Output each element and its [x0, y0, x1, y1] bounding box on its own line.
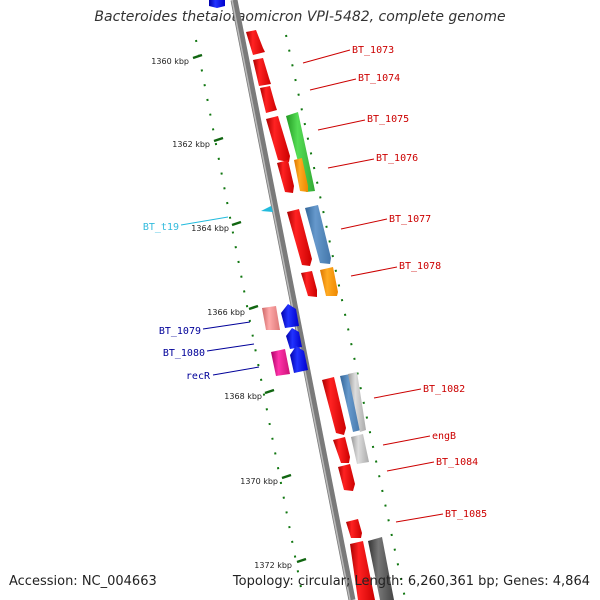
gene-arrow-bt1084[interactable] — [338, 464, 355, 491]
gene-arrow-bt1074[interactable] — [253, 58, 271, 86]
scale-label: 1364 kbp — [191, 224, 229, 233]
leader-line — [382, 435, 431, 446]
scale-tick — [213, 136, 224, 143]
leader-line — [180, 216, 229, 226]
gene-arrow-bt1076[interactable] — [277, 160, 294, 193]
forward-genes — [261, 206, 308, 376]
scale-tick — [192, 53, 203, 60]
gene-label-bt1075[interactable]: BT_1075 — [367, 114, 409, 125]
genome-backbone — [230, 0, 356, 600]
scale-label: 1362 kbp — [172, 140, 210, 149]
gene-arrow-bt1078-orange[interactable] — [320, 267, 338, 296]
gene-arrow-bottom-dark[interactable] — [368, 537, 394, 600]
leader-line — [386, 461, 435, 472]
gene-label-bt1078[interactable]: BT_1078 — [399, 261, 441, 272]
gene-arrow-recr[interactable] — [271, 349, 290, 376]
trna-marker-bt-t19[interactable] — [261, 206, 273, 212]
gene-arrow-bt1077[interactable] — [287, 209, 312, 266]
gene-arrow-bt1080[interactable] — [286, 328, 302, 349]
gene-arrow-bt1075-green[interactable] — [286, 112, 315, 192]
gene-labels: BT_1073 BT_1074 BT_1075 BT_1076 BT_1077 … — [143, 45, 487, 520]
gene-arrow-engb-gray[interactable] — [351, 434, 369, 464]
leader-line — [350, 266, 398, 277]
scale-label: 1368 kbp — [224, 392, 262, 401]
scale-label: 1372 kbp — [254, 561, 292, 570]
gene-arrow-bt1075a[interactable] — [260, 86, 277, 113]
gene-arrow-partial[interactable] — [209, 0, 225, 8]
gene-arrow-bottom-red[interactable] — [350, 541, 375, 600]
gene-label-recr[interactable]: recR — [186, 371, 211, 382]
gene-label-bt-t19[interactable]: BT_t19 — [143, 222, 179, 233]
gene-arrow-pink[interactable] — [262, 306, 280, 330]
gene-arrow-bt1076-orange[interactable] — [294, 158, 308, 192]
leader-line — [212, 366, 260, 376]
gene-label-engb[interactable]: engB — [432, 431, 456, 442]
gene-label-bt1076[interactable]: BT_1076 — [376, 153, 418, 164]
leader-line — [395, 513, 444, 523]
gene-label-bt1079[interactable]: BT_1079 — [159, 326, 201, 337]
map-title: Bacteroides thetaiotaomicron VPI-5482, c… — [94, 9, 506, 25]
gene-label-bt1074[interactable]: BT_1074 — [358, 73, 400, 84]
genome-backbone-highlight — [231, 0, 351, 600]
scale-tick — [281, 473, 292, 480]
gene-arrow-blue-lower[interactable] — [290, 346, 308, 373]
leader-line — [327, 158, 375, 169]
leader-line — [302, 49, 351, 64]
gene-label-bt1085[interactable]: BT_1085 — [445, 509, 487, 520]
leader-line — [340, 218, 388, 230]
gene-label-bt1084[interactable]: BT_1084 — [436, 457, 478, 468]
accession-label: Accession: NC_004663 — [9, 574, 157, 589]
scale-label: 1360 kbp — [151, 57, 189, 66]
leader-lines — [180, 49, 444, 523]
scale-label: 1366 kbp — [207, 308, 245, 317]
gene-arrows — [209, 0, 394, 600]
leader-line — [317, 119, 366, 131]
topology-label: Topology: circular; Length: 6,260,361 bp… — [232, 574, 590, 589]
scale-tick — [248, 304, 259, 311]
gene-label-bt1080[interactable]: BT_1080 — [163, 348, 205, 359]
scale-tick — [231, 220, 242, 227]
leader-line — [373, 388, 422, 399]
gene-label-bt1082[interactable]: BT_1082 — [423, 384, 465, 395]
leader-line — [309, 78, 357, 91]
gene-label-bt1073[interactable]: BT_1073 — [352, 45, 394, 56]
gene-arrow-bt1075b[interactable] — [266, 116, 290, 162]
gene-arrow-bt1077-blue[interactable] — [305, 205, 331, 264]
scale-ticks — [192, 53, 307, 564]
scale-labels: 1360 kbp 1362 kbp 1364 kbp 1366 kbp 1368… — [151, 57, 292, 570]
gene-arrow-bt1073[interactable] — [246, 30, 265, 55]
gene-arrow-bt1078[interactable] — [301, 271, 317, 297]
scale-label: 1370 kbp — [240, 477, 278, 486]
leader-line — [202, 321, 251, 330]
gene-arrow-engb[interactable] — [333, 437, 350, 463]
scale-tick — [296, 557, 307, 564]
gene-arrow-bt1085[interactable] — [346, 519, 362, 538]
gene-arrow-bt1079[interactable] — [281, 304, 299, 328]
gene-label-bt1077[interactable]: BT_1077 — [389, 214, 431, 225]
gene-arrow-bt1082-gray[interactable] — [348, 372, 366, 432]
gene-arrow-bt1082-blue[interactable] — [340, 374, 361, 432]
gene-arrow-bt1082[interactable] — [322, 377, 346, 435]
leader-line — [206, 343, 255, 352]
scale-tick — [264, 388, 275, 395]
